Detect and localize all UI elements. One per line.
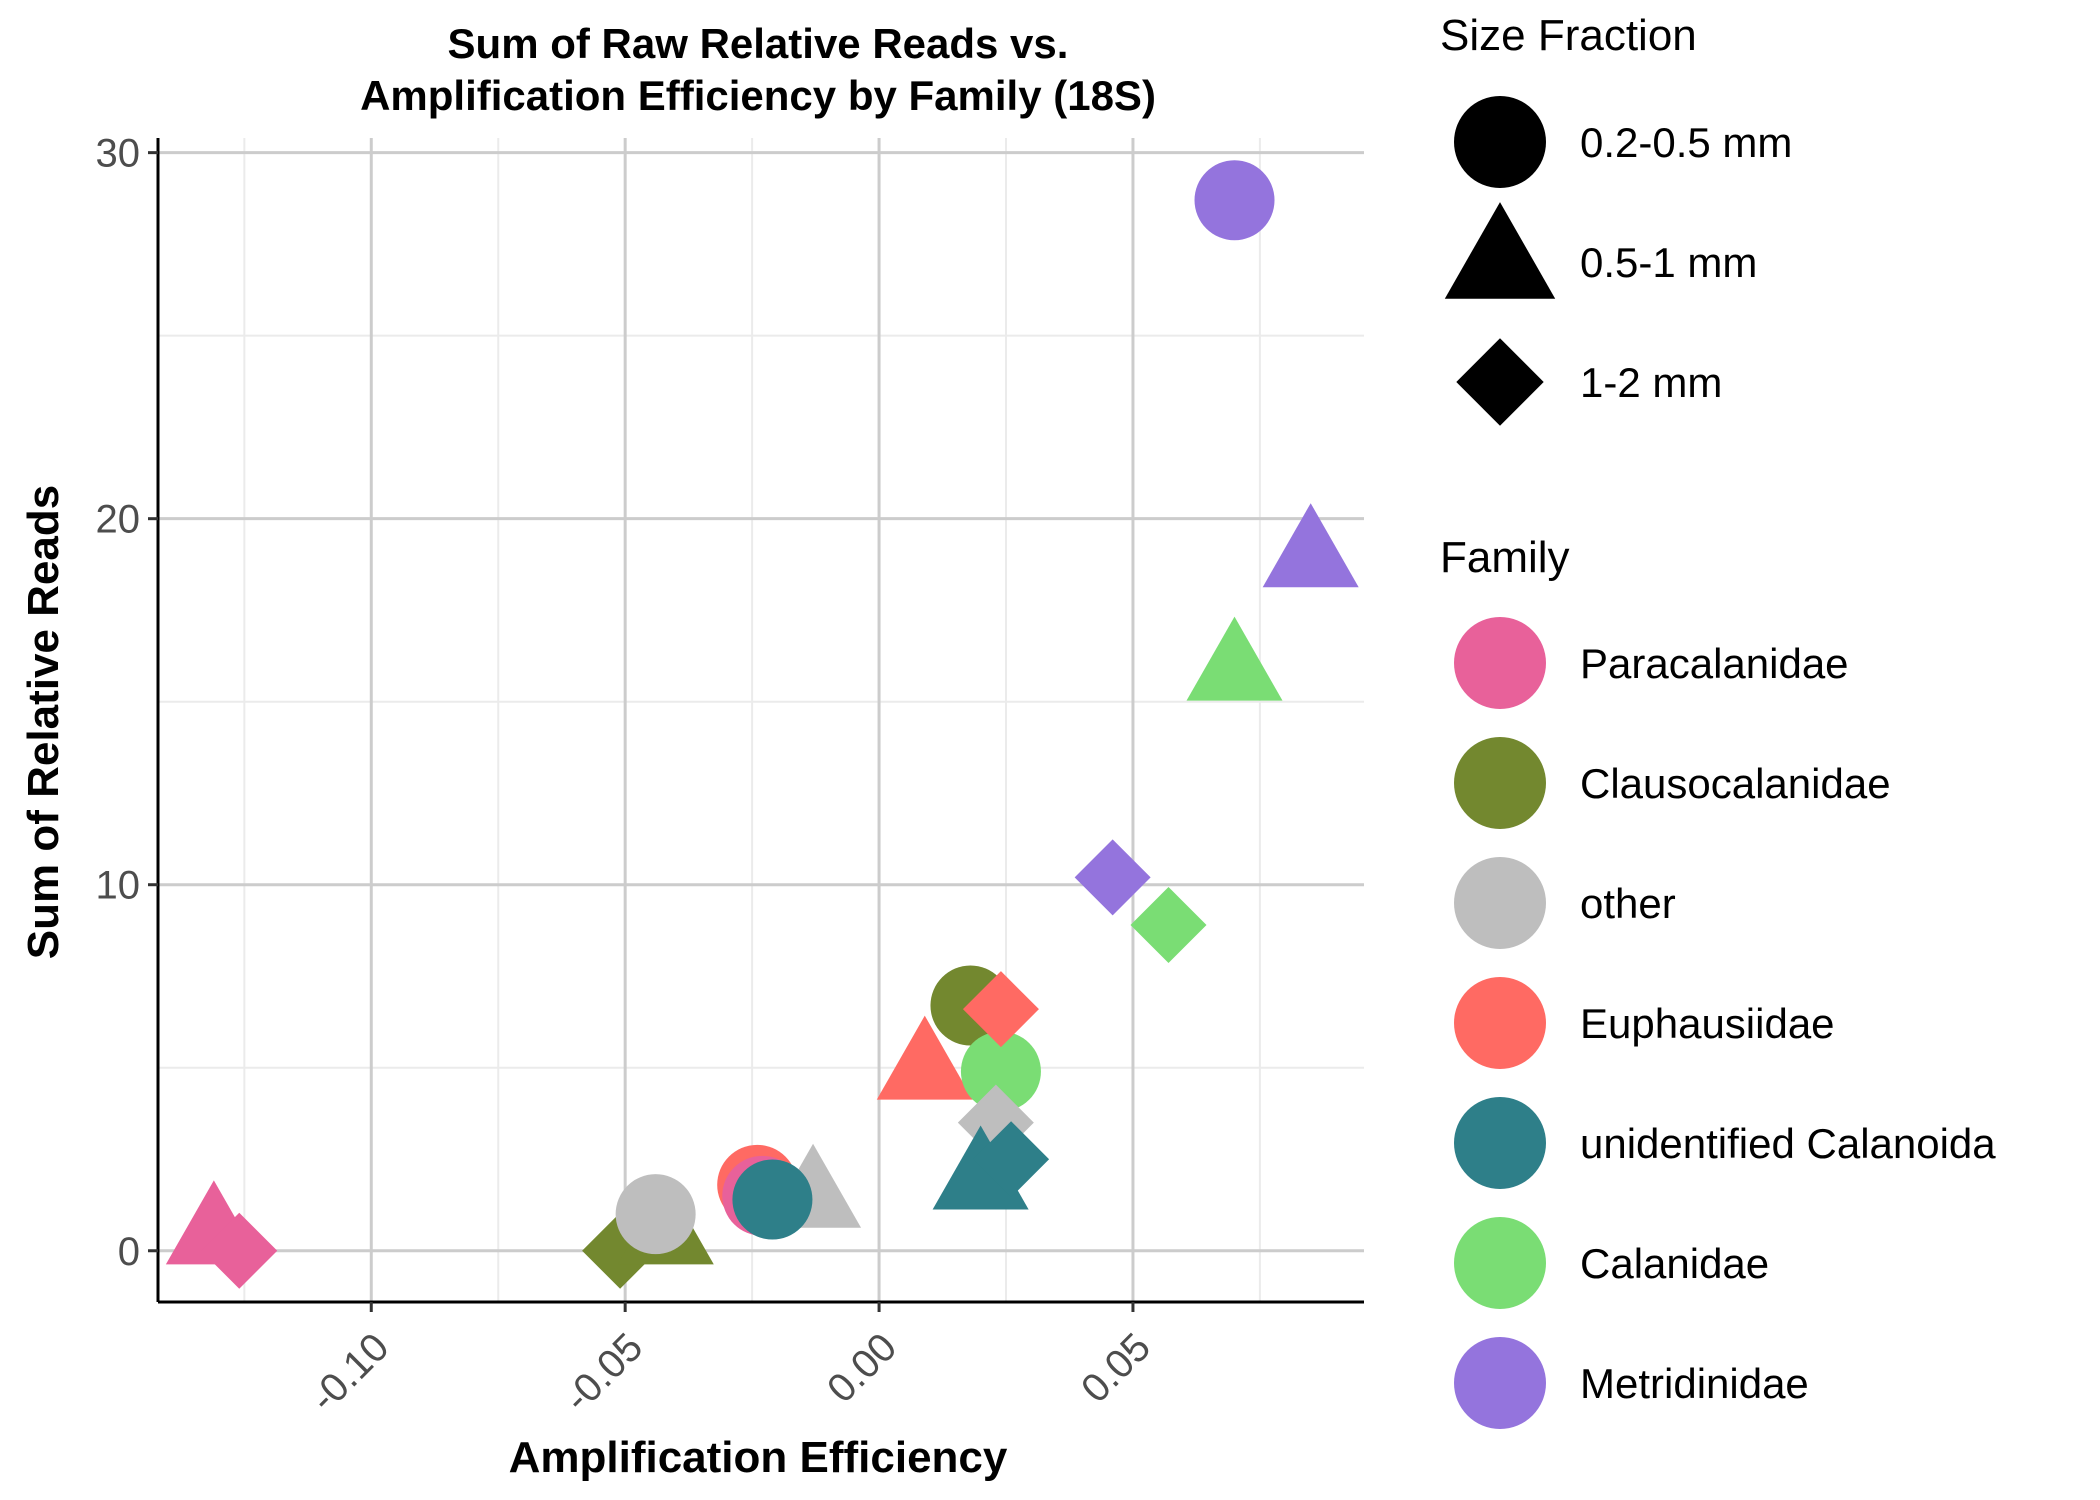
legend-label-0-2-0-5-mm: 0.2-0.5 mm — [1580, 119, 1792, 166]
legend-key-1-2-mm — [1456, 338, 1544, 426]
point-calanidae-0-2-0-5-mm — [960, 1031, 1041, 1112]
x-axis-title: Amplification Efficiency — [509, 1433, 1008, 1482]
chart-subtitle: Amplification Efficiency by Family (18S) — [360, 72, 1156, 119]
legend-key-euphausiidae — [1454, 977, 1546, 1069]
legend-label-0-5-1-mm: 0.5-1 mm — [1580, 239, 1757, 286]
legend-label-other: other — [1580, 880, 1676, 927]
point-metridinidae-1-2-mm — [1074, 839, 1151, 916]
y-tick-label: 20 — [96, 498, 141, 542]
legend-key-paracalanidae — [1454, 617, 1546, 709]
legend-key-clausocalanidae — [1454, 737, 1546, 829]
legend-label-unidentified-calanoida: unidentified Calanoida — [1580, 1120, 1996, 1167]
point-calanidae-0-5-1-mm — [1186, 616, 1283, 701]
legend-key-unidentified-calanoida — [1454, 1097, 1546, 1189]
x-tick-label: -0.10 — [302, 1325, 398, 1421]
point-metridinidae-0-5-1-mm — [1262, 503, 1359, 588]
y-tick-label: 30 — [96, 132, 141, 176]
point-euphausiidae-1-2-mm — [962, 971, 1039, 1048]
legend-key-metridinidae — [1454, 1337, 1546, 1429]
point-unidentified-calanoida-1-2-mm — [973, 1121, 1050, 1198]
shape-legend-title: Size Fraction — [1440, 11, 1697, 60]
point-calanidae-1-2-mm — [1130, 886, 1207, 963]
x-tick-label: 0.00 — [819, 1325, 905, 1411]
legend-key-other — [1454, 857, 1546, 949]
legend-label-calanidae: Calanidae — [1580, 1240, 1769, 1287]
y-tick-label: 0 — [118, 1230, 140, 1274]
x-tick-label: 0.05 — [1073, 1325, 1159, 1411]
legend-key-0-2-0-5-mm — [1454, 96, 1546, 188]
point-unidentified-calanoida-0-2-0-5-mm — [732, 1159, 813, 1240]
color-legend-title: Family — [1440, 533, 1570, 582]
point-metridinidae-0-2-0-5-mm — [1194, 160, 1275, 241]
point-paracalanidae-1-2-mm — [201, 1212, 278, 1289]
point-euphausiidae-0-5-1-mm — [876, 1015, 973, 1100]
axes: 0 10 20 30 -0.10 -0.05 0.00 0.05 — [96, 132, 1364, 1421]
legend-label-paracalanidae: Paracalanidae — [1580, 640, 1849, 687]
chart-title: Sum of Raw Relative Reads vs. — [448, 20, 1069, 67]
legend: Size Fraction 0.2-0.5 mm 0.5-1 mm 1-2 mm Fam… — [1440, 11, 1996, 1429]
legend-label-metridinidae: Metridinidae — [1580, 1360, 1809, 1407]
legend-key-calanidae — [1454, 1217, 1546, 1309]
point-other-0-2-0-5-mm — [615, 1174, 696, 1255]
legend-key-0-5-1-mm — [1444, 202, 1556, 299]
legend-label-euphausiidae: Euphausiidae — [1580, 1000, 1835, 1047]
x-tick-label: -0.05 — [556, 1325, 652, 1421]
legend-label-1-2-mm: 1-2 mm — [1580, 359, 1722, 406]
legend-label-clausocalanidae: Clausocalanidae — [1580, 760, 1891, 807]
y-axis-title: Sum of Relative Reads — [19, 485, 68, 959]
y-tick-label: 10 — [96, 864, 141, 908]
data-points — [165, 160, 1359, 1289]
grid-lines — [158, 138, 1364, 1302]
